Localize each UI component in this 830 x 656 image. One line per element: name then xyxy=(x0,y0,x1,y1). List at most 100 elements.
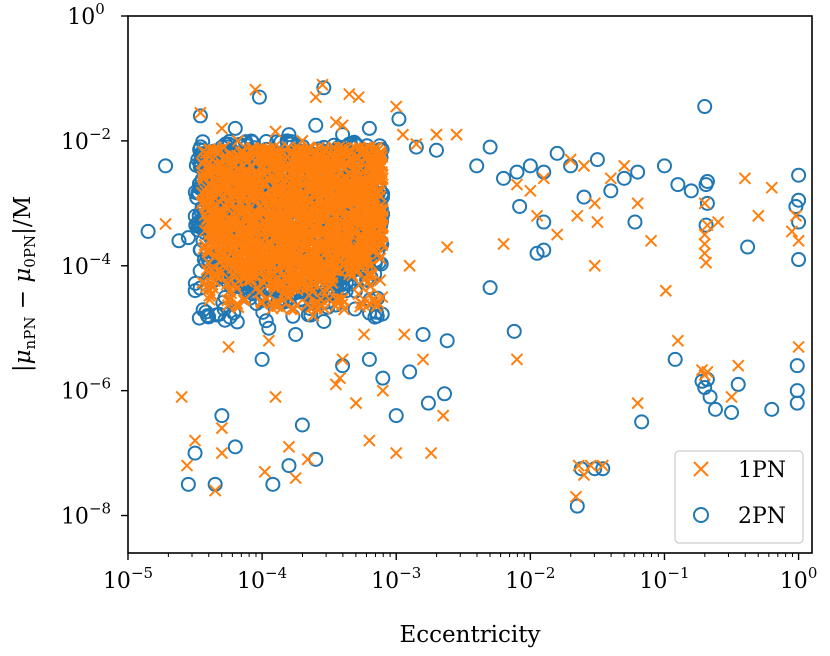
point-1pn xyxy=(331,294,345,308)
point-1pn xyxy=(374,145,387,158)
point-1pn xyxy=(194,106,207,119)
point-2pn xyxy=(496,170,512,186)
point-1pn xyxy=(226,261,239,275)
point-1pn xyxy=(355,239,368,252)
point-1pn xyxy=(197,172,210,186)
point-1pn xyxy=(326,178,339,192)
point-1pn xyxy=(291,241,304,255)
point-1pn xyxy=(335,192,349,206)
point-1pn xyxy=(410,137,423,151)
point-2pn xyxy=(627,214,643,230)
point-1pn xyxy=(537,172,550,185)
point-1pn xyxy=(725,390,738,404)
point-2pn xyxy=(158,158,174,174)
point-1pn xyxy=(223,213,237,227)
point-1pn xyxy=(237,145,250,159)
point-2pn xyxy=(361,120,377,136)
point-1pn xyxy=(335,293,349,307)
x-tick-label: 100 xyxy=(780,564,818,594)
point-1pn xyxy=(659,284,673,297)
point-1pn xyxy=(257,276,271,290)
point-1pn xyxy=(247,147,260,160)
point-1pn xyxy=(228,184,241,197)
point-1pn xyxy=(374,215,387,229)
point-1pn xyxy=(631,197,644,210)
point-2pn xyxy=(702,389,718,405)
point-1pn xyxy=(220,187,233,201)
point-1pn xyxy=(259,188,273,202)
point-1pn xyxy=(373,212,386,226)
point-2pn xyxy=(529,245,545,261)
point-1pn xyxy=(326,253,339,267)
point-1pn xyxy=(258,465,272,479)
point-1pn xyxy=(180,459,194,472)
legend: 1PN 2PN xyxy=(674,450,804,544)
point-1pn xyxy=(159,217,172,231)
point-1pn xyxy=(310,146,323,159)
point-1pn xyxy=(222,199,236,212)
point-1pn xyxy=(278,226,292,240)
point-1pn xyxy=(226,206,240,220)
point-1pn xyxy=(644,234,658,247)
point-1pn xyxy=(262,226,276,239)
point-1pn xyxy=(255,162,268,176)
point-1pn xyxy=(248,264,262,277)
point-1pn xyxy=(278,197,292,211)
point-1pn xyxy=(249,195,262,209)
point-1pn xyxy=(286,224,299,238)
point-1pn xyxy=(317,272,330,285)
point-1pn xyxy=(215,122,229,135)
point-2pn xyxy=(603,183,619,199)
x-tick-label: 10−5 xyxy=(103,564,153,594)
point-2pn xyxy=(630,164,646,180)
point-1pn xyxy=(336,353,349,366)
point-1pn xyxy=(329,230,343,243)
point-1pn xyxy=(329,239,342,253)
point-2pn xyxy=(791,167,807,183)
point-2pn xyxy=(469,158,485,174)
point-1pn xyxy=(330,170,343,183)
point-1pn xyxy=(732,359,745,372)
point-1pn xyxy=(282,290,296,304)
point-1pn xyxy=(215,421,229,435)
point-1pn xyxy=(221,294,234,307)
point-1pn xyxy=(201,245,214,259)
point-1pn xyxy=(524,184,537,198)
point-1pn xyxy=(231,134,245,148)
point-2pn xyxy=(180,476,196,492)
point-1pn xyxy=(364,267,378,281)
point-1pn xyxy=(240,226,253,240)
point-1pn xyxy=(765,181,778,194)
point-1pn xyxy=(530,209,544,223)
point-1pn xyxy=(349,176,363,189)
point-1pn xyxy=(343,267,356,281)
point-1pn xyxy=(698,237,711,251)
point-1pn xyxy=(352,152,365,166)
point-1pn xyxy=(269,149,283,163)
point-1pn xyxy=(271,194,285,207)
point-1pn xyxy=(290,156,304,169)
point-1pn xyxy=(301,158,314,172)
point-1pn xyxy=(591,215,604,229)
point-2pn xyxy=(281,127,297,143)
point-1pn xyxy=(424,446,438,460)
point-1pn xyxy=(363,146,376,160)
point-1pn xyxy=(336,210,349,223)
point-2pn xyxy=(265,476,281,492)
y-tick-label: 10−6 xyxy=(61,375,111,405)
point-1pn xyxy=(359,189,372,202)
point-1pn xyxy=(312,156,326,169)
point-2pn xyxy=(316,313,332,329)
point-2pn xyxy=(549,145,565,161)
point-1pn xyxy=(224,286,238,300)
point-2pn xyxy=(227,120,243,136)
point-1pn xyxy=(354,177,367,190)
point-1pn xyxy=(366,186,380,200)
point-2pn xyxy=(683,183,699,199)
point-2pn xyxy=(140,223,156,239)
point-1pn xyxy=(208,274,222,288)
point-2pn xyxy=(180,230,196,246)
point-2pn xyxy=(509,164,525,180)
point-1pn xyxy=(205,227,218,240)
point-1pn xyxy=(572,459,585,472)
